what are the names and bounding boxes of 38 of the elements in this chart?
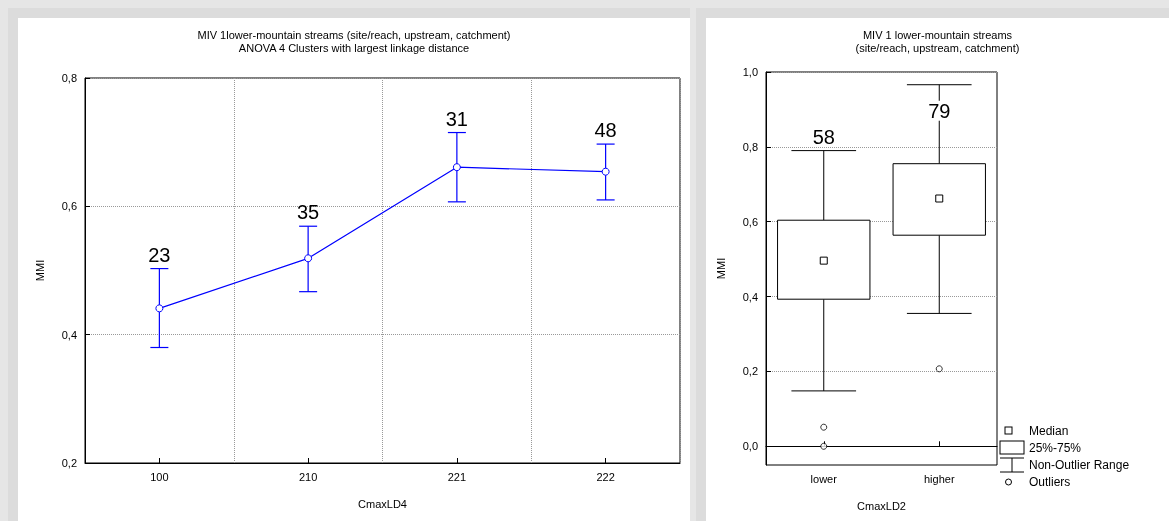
point [304,254,313,263]
x-tick-label: 221 [447,470,467,483]
y-tick-label: 0,4 [742,290,758,303]
y-tick-label: 1,0 [742,66,758,78]
annotation: 48 [594,119,617,142]
annotation: 79 [928,99,951,122]
y-tick-label: 0,0 [742,440,758,453]
x-axis-title: CmaxLD4 [358,497,407,510]
y-tick-label: 0,4 [61,328,77,341]
x-tick-label: 210 [298,470,318,483]
annotation: 23 [148,243,171,266]
point [452,163,461,172]
text: Non-Outlier Range [1029,458,1130,472]
x-axis-title: CmaxLD2 [857,499,906,512]
x-tick-label: 222 [596,470,615,483]
x-tick-label: lower [810,472,838,485]
y-tick-label: 0,8 [61,72,77,84]
y-axis-title: MMI [33,259,46,282]
y-tick-label: 0,2 [61,457,77,469]
annotation: 35 [297,201,320,224]
chart-subtitle: ANOVA 4 Clusters with largest linkage distance [238,41,470,54]
point [155,304,164,313]
x-tick-label: 100 [150,470,169,483]
point [601,167,610,176]
annotation: 58 [812,125,835,148]
chart-subtitle: (site/reach, upstream, catchment) [855,41,1020,54]
text: Outliers [1029,475,1071,489]
text: 25%-75% [1029,441,1082,455]
chart-title: MIV 1 lower-mountain streams [862,28,1013,41]
annotation: 31 [445,107,468,130]
chart-title: MIV 1lower-mountain streams (site/reach, upstream, catchment) [197,28,511,41]
y-axis-title: MMI [714,257,727,280]
y-tick-label: 0,6 [61,200,77,213]
text: Median [1029,424,1069,438]
y-tick-label: 0,6 [742,215,758,228]
y-tick-label: 0,2 [742,365,758,378]
y-tick-label: 0,8 [742,140,758,153]
x-tick-label: higher [923,472,955,485]
